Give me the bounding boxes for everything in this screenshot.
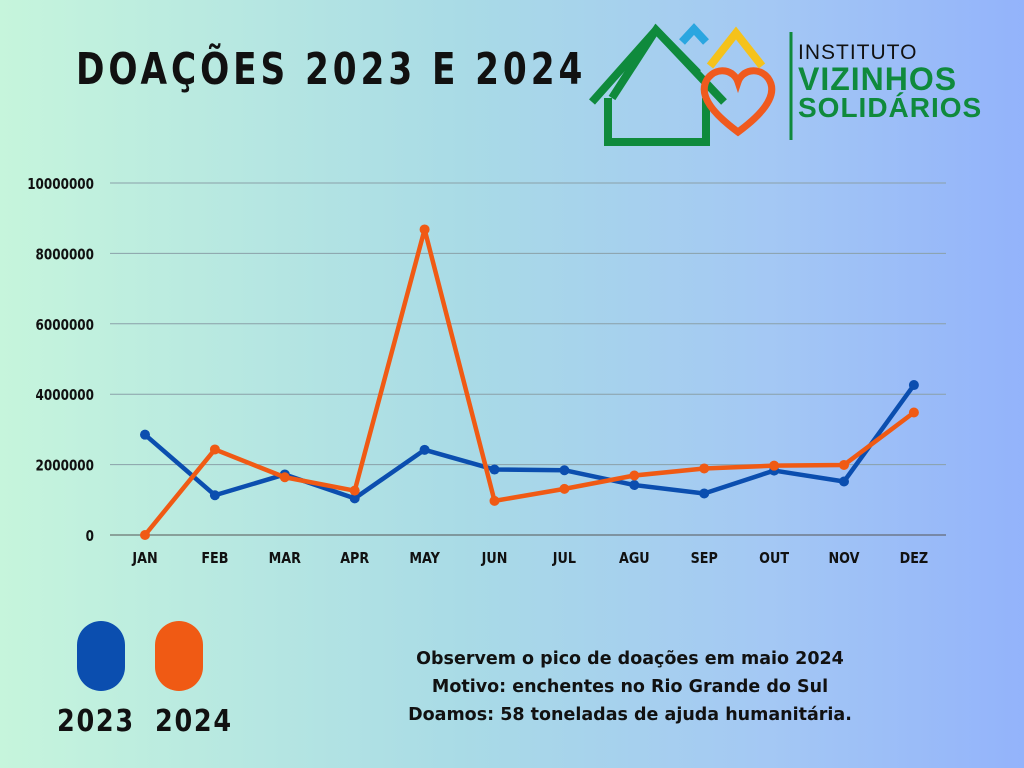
note-line-1: Observem o pico de doações em maio 2024 — [416, 649, 844, 669]
data-point-2023 — [629, 480, 640, 491]
data-point-2024 — [349, 485, 360, 496]
x-tick-label: SEP — [691, 550, 718, 567]
data-point-2024 — [769, 460, 780, 471]
data-point-2023 — [349, 493, 360, 504]
data-point-2024 — [140, 530, 150, 540]
series-line-2024 — [143, 227, 916, 537]
data-point-2024 — [699, 463, 710, 474]
x-tick-label: AGU — [619, 550, 650, 567]
x-tick-label: MAY — [409, 550, 440, 567]
legend-swatch-2023 — [77, 621, 125, 691]
x-tick-label: JUN — [481, 550, 508, 567]
data-point-2023 — [908, 380, 919, 391]
data-point-2023 — [419, 444, 430, 455]
y-tick-label: 10000000 — [27, 176, 94, 194]
data-point-2024 — [559, 483, 570, 494]
data-point-2023 — [209, 490, 220, 501]
legend-label-2024: 2024 — [155, 704, 233, 739]
legend-swatch-2024 — [155, 621, 203, 691]
x-tick-label: JUL — [552, 550, 576, 567]
data-point-2023 — [559, 465, 570, 476]
x-tick-label: OUT — [759, 550, 789, 567]
y-tick-label: 8000000 — [36, 246, 94, 264]
x-tick-label: NOV — [828, 550, 859, 567]
y-tick-label: 0 — [86, 528, 94, 546]
data-point-2024 — [419, 224, 430, 235]
house-heart-logo-icon — [589, 23, 793, 146]
data-point-2024 — [489, 495, 500, 506]
data-point-2024 — [839, 459, 849, 470]
data-point-2023 — [489, 464, 500, 475]
logo-wordmark: INSTITUTO VIZINHOS SOLIDÁRIOS — [798, 42, 982, 122]
data-point-2023 — [839, 476, 849, 487]
logo-line-instituto: INSTITUTO — [798, 41, 918, 64]
donations-line-chart: 10000000 8000000 6000000 4000000 2000000 0 JAN… — [27, 176, 946, 567]
data-point-2024 — [629, 470, 640, 481]
data-point-2024 — [209, 444, 220, 455]
x-tick-label: APR — [340, 550, 369, 567]
data-point-2023 — [699, 488, 710, 499]
page-title: DOAÇÕES 2023 E 2024 — [76, 44, 587, 95]
data-point-2024 — [279, 472, 290, 483]
logo-line-vizinhos: VIZINHOS — [798, 61, 958, 97]
x-tick-label: JAN — [131, 550, 157, 567]
x-tick-label: MAR — [269, 550, 302, 567]
x-tick-label: FEB — [201, 550, 228, 567]
note-line-3: Doamos: 58 toneladas de ajuda humanitári… — [408, 705, 852, 725]
data-point-2024 — [908, 407, 919, 418]
y-tick-label: 2000000 — [36, 457, 94, 475]
note-line-2: Motivo: enchentes no Rio Grande do Sul — [431, 677, 829, 697]
data-point-2023 — [140, 429, 150, 440]
series-line-2023 — [143, 383, 916, 501]
annotation-note: Observem o pico de doações em maio 2024 … — [380, 645, 880, 729]
y-tick-label: 4000000 — [36, 387, 94, 405]
logo-line-solidarios: SOLIDÁRIOS — [798, 92, 983, 123]
y-tick-label: 6000000 — [36, 317, 94, 335]
legend-label-2023: 2023 — [57, 704, 135, 739]
x-tick-label: DEZ — [900, 550, 929, 567]
